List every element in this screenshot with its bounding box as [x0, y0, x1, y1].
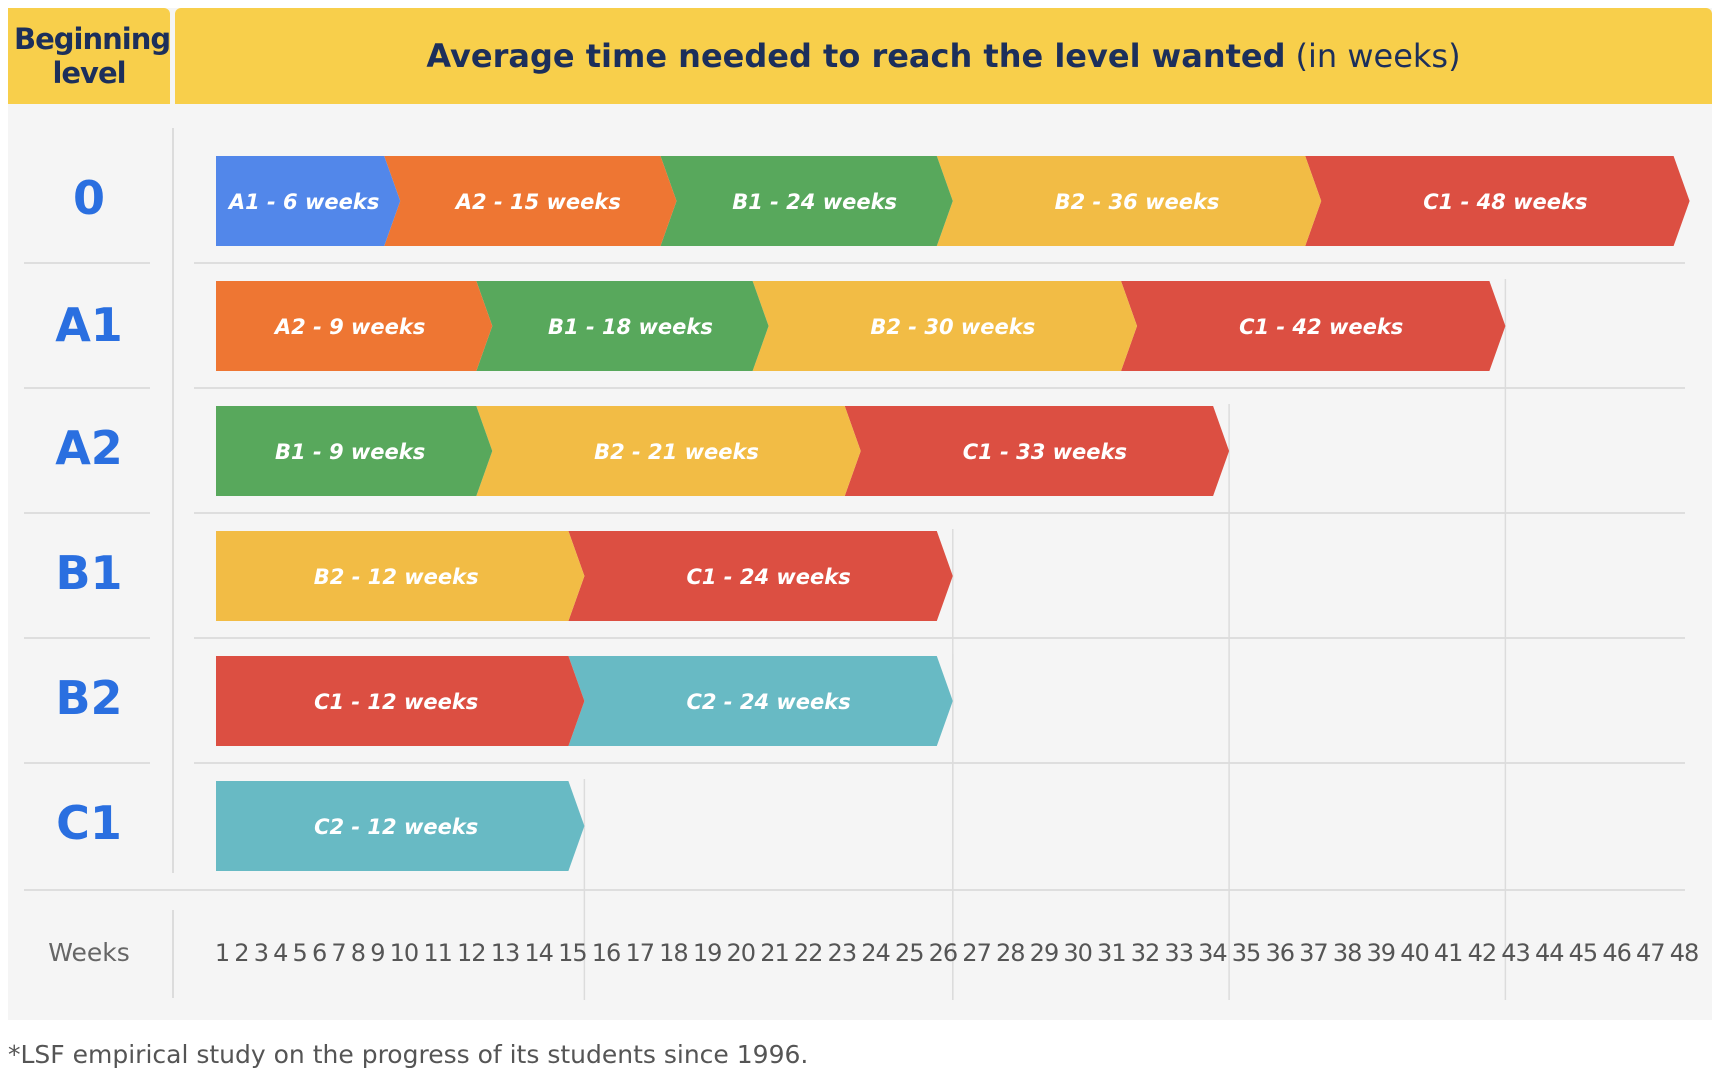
bar-segment-c1: [1121, 281, 1506, 371]
x-tick-label: 19: [692, 939, 723, 967]
x-tick-label: 24: [861, 939, 891, 967]
row-label-divider: [172, 128, 174, 873]
x-tick-label: 16: [591, 939, 622, 967]
x-tick-label: 1: [214, 939, 230, 967]
bar-segment-b2: [216, 531, 585, 621]
chart-title-header: Average time needed to reach the level w…: [175, 8, 1712, 104]
x-tick-label: 37: [1299, 939, 1329, 967]
x-tick-label: 6: [311, 939, 327, 967]
x-tick-label: 17: [625, 939, 655, 967]
x-tick-label: 3: [253, 939, 269, 967]
bar-segment-label: C1 - 33 weeks: [963, 440, 1127, 464]
x-tick-label: 35: [1231, 939, 1262, 967]
x-tick-label: 38: [1332, 939, 1363, 967]
x-tick-label: 40: [1400, 939, 1430, 967]
bar-segment-label: C2 - 24 weeks: [686, 690, 850, 714]
bar-segment-a2: [216, 281, 493, 371]
bar-segment-b1: [476, 281, 769, 371]
bar-segment-label: C1 - 12 weeks: [314, 690, 478, 714]
bar-segment-label: B1 - 18 weeks: [548, 315, 713, 339]
bar-segment-c1: [568, 531, 953, 621]
bar-segment-label: C1 - 42 weeks: [1239, 315, 1403, 339]
x-tick-label: 14: [524, 939, 554, 967]
bar-segment-b2: [936, 156, 1322, 246]
x-tick-label: 31: [1097, 939, 1127, 967]
footnote: *LSF empirical study on the progress of …: [8, 1040, 809, 1069]
bar-segment-label: B2 - 36 weeks: [1055, 190, 1220, 214]
bar-segment-label: A2 - 15 weeks: [454, 190, 621, 214]
row-label-c1: C1: [56, 796, 122, 850]
x-tick-label: 42: [1467, 939, 1498, 967]
x-tick-label: 18: [659, 939, 689, 967]
bar-segment-label: B2 - 30 weeks: [870, 315, 1035, 339]
bar-segment-label: C2 - 12 weeks: [314, 815, 478, 839]
axis-label-divider: [172, 910, 174, 998]
beginning-level-header-label: Beginning level: [14, 22, 171, 90]
chart-title-suffix: (in weeks): [1295, 37, 1461, 75]
x-tick-label: 15: [558, 939, 588, 967]
x-tick-label: 28: [995, 939, 1026, 967]
bar-segment-c1: [844, 406, 1230, 496]
x-tick-label: 10: [389, 939, 420, 967]
x-tick-label: 9: [370, 939, 385, 967]
x-tick-label: 11: [423, 939, 453, 967]
bar-segment-a2: [384, 156, 677, 246]
bar-segment-label: A1 - 6 weeks: [227, 190, 379, 214]
bar-segment-c2: [568, 656, 953, 746]
bar-segment-label: C1 - 24 weeks: [686, 565, 850, 589]
row-label-b2: B2: [55, 671, 123, 725]
x-tick-label: 34: [1198, 939, 1228, 967]
x-tick-label: 46: [1602, 939, 1632, 967]
bar-segment-b2: [752, 281, 1137, 371]
x-tick-label: 23: [827, 939, 858, 967]
x-tick-label: 26: [928, 939, 959, 967]
x-tick-label: 48: [1669, 939, 1700, 967]
x-tick-label: 36: [1265, 939, 1295, 967]
row-label-b1: B1: [55, 546, 123, 600]
x-tick-label: 32: [1130, 939, 1161, 967]
x-tick-label: 33: [1164, 939, 1194, 967]
row-label-0: 0: [72, 171, 105, 225]
x-axis-ticks: 1 2 3 4 5 6 7 8 9 10 11 12 13 14 15 16 17 18 19 20 21 22 23 24 2…: [0, 935, 1720, 971]
x-tick-label: 12: [457, 939, 487, 967]
x-tick-label: 39: [1366, 939, 1397, 967]
bar-segment-b1: [216, 406, 493, 496]
x-tick-label: 5: [292, 939, 308, 967]
x-tick-label: 21: [760, 939, 790, 967]
x-tick-label: 29: [1029, 939, 1060, 967]
x-tick-label: 4: [273, 939, 288, 967]
bar-segment-label: B1 - 24 weeks: [732, 190, 897, 214]
row-label-a2: A2: [55, 421, 123, 475]
x-tick-label: 45: [1568, 939, 1599, 967]
x-axis-label: Weeks: [48, 938, 130, 967]
bar-segment-label: B2 - 12 weeks: [314, 565, 479, 589]
x-tick-label: 8: [350, 939, 366, 967]
x-tick-label: 25: [894, 939, 925, 967]
bar-segment-b2: [476, 406, 861, 496]
bar-segment-c2: [216, 781, 585, 871]
bar-segment-b1: [660, 156, 953, 246]
bar-segment-label: C1 - 48 weeks: [1423, 190, 1587, 214]
x-tick-label: 27: [962, 939, 992, 967]
bar-segment-c1: [1305, 156, 1690, 246]
beginning-level-header: Beginning level: [8, 8, 171, 104]
x-tick-label: 20: [726, 939, 757, 967]
x-tick-label: 41: [1433, 939, 1464, 967]
bar-segment-c1: [216, 656, 585, 746]
bar-segment-label: B1 - 9 weeks: [275, 440, 425, 464]
x-tick-label: 2: [234, 939, 249, 967]
chart-title: Average time needed to reach the level w…: [426, 37, 1286, 75]
x-tick-label: 7: [331, 939, 346, 967]
x-tick-label: 47: [1636, 939, 1666, 967]
x-tick-label: 13: [490, 939, 521, 967]
x-tick-label: 22: [793, 939, 824, 967]
x-tick-label: 44: [1534, 939, 1565, 967]
x-tick-label: 30: [1063, 939, 1093, 967]
bar-segment-label: A2 - 9 weeks: [273, 315, 425, 339]
row-label-a1: A1: [55, 298, 123, 352]
bar-segment-label: B2 - 21 weeks: [594, 440, 759, 464]
x-tick-label: 43: [1501, 939, 1531, 967]
bar-segment-a1: [216, 156, 401, 246]
